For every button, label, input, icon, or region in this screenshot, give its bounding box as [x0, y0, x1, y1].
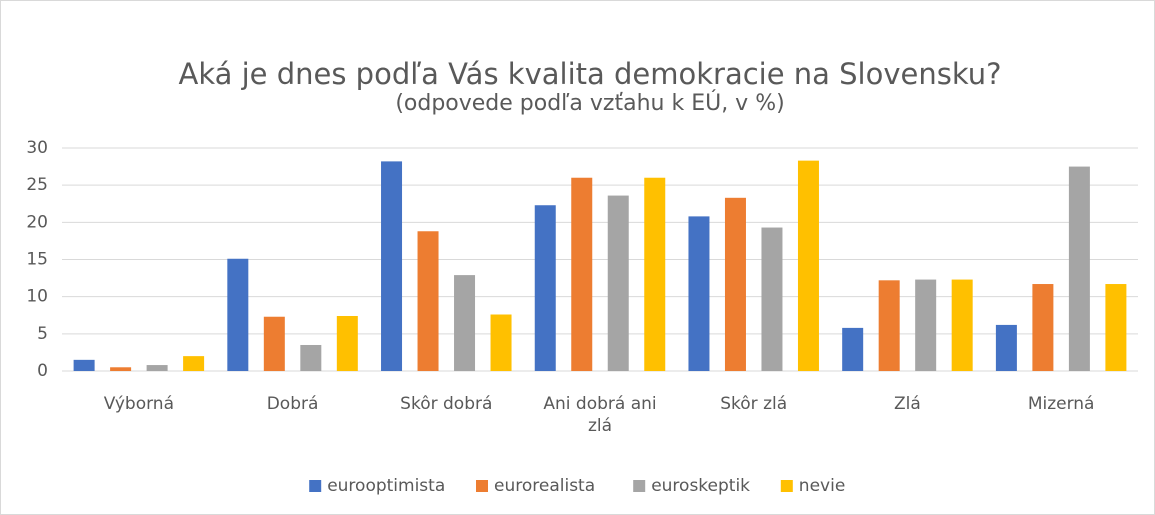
legend-label: nevie	[799, 476, 845, 496]
x-tick-label: Skôr dobrá	[400, 394, 493, 414]
y-tick-label: 5	[37, 324, 48, 344]
y-tick-label: 20	[26, 212, 48, 232]
bar	[797, 160, 819, 371]
x-tick-label: Výborná	[103, 394, 174, 414]
bar	[300, 344, 322, 371]
bar	[183, 356, 205, 371]
bar	[688, 216, 710, 371]
bar	[110, 367, 132, 371]
bar	[73, 359, 95, 371]
bar	[571, 177, 593, 371]
bar	[1068, 166, 1090, 371]
legend-swatch	[476, 480, 488, 492]
bar	[336, 315, 358, 371]
y-tick-label: 30	[26, 138, 48, 158]
y-tick-label: 10	[26, 287, 48, 307]
chart-subtitle: (odpovede podľa vzťahu k EÚ, v %)	[395, 90, 784, 116]
chart-title: Aká je dnes podľa Vás kvalita demokracie…	[178, 57, 1001, 91]
bar	[146, 365, 168, 371]
bar	[761, 227, 783, 371]
bar	[263, 316, 285, 371]
bar	[607, 195, 629, 371]
bar	[381, 161, 403, 371]
bar	[878, 280, 900, 371]
x-tick-label: Dobrá	[266, 394, 319, 414]
legend-swatch	[780, 480, 793, 492]
x-tick-label: Zlá	[894, 394, 921, 414]
bar	[1032, 284, 1054, 371]
bar	[644, 177, 666, 371]
x-tick-label: Mizerná	[1027, 394, 1095, 414]
bar	[417, 231, 439, 371]
bar	[842, 327, 864, 371]
y-tick-label: 0	[37, 361, 48, 381]
legend-label: euroskeptik	[651, 476, 750, 496]
bar	[951, 279, 973, 371]
legend-label: eurooptimista	[327, 476, 445, 496]
bar	[534, 205, 556, 371]
bar	[490, 314, 512, 371]
legend-label: eurorealista	[494, 476, 595, 496]
bar	[1105, 284, 1127, 371]
legend-swatch	[309, 480, 322, 492]
bar	[995, 324, 1017, 371]
x-tick-label: Skôr zlá	[720, 394, 788, 414]
legend-swatch	[633, 480, 646, 492]
bar	[915, 279, 937, 371]
bar	[227, 258, 249, 371]
bar	[454, 275, 476, 371]
x-tick-label: Ani dobrá ani zlá	[543, 394, 657, 436]
bar	[724, 197, 746, 371]
y-tick-label: 25	[26, 175, 48, 195]
y-tick-label: 15	[26, 250, 48, 270]
